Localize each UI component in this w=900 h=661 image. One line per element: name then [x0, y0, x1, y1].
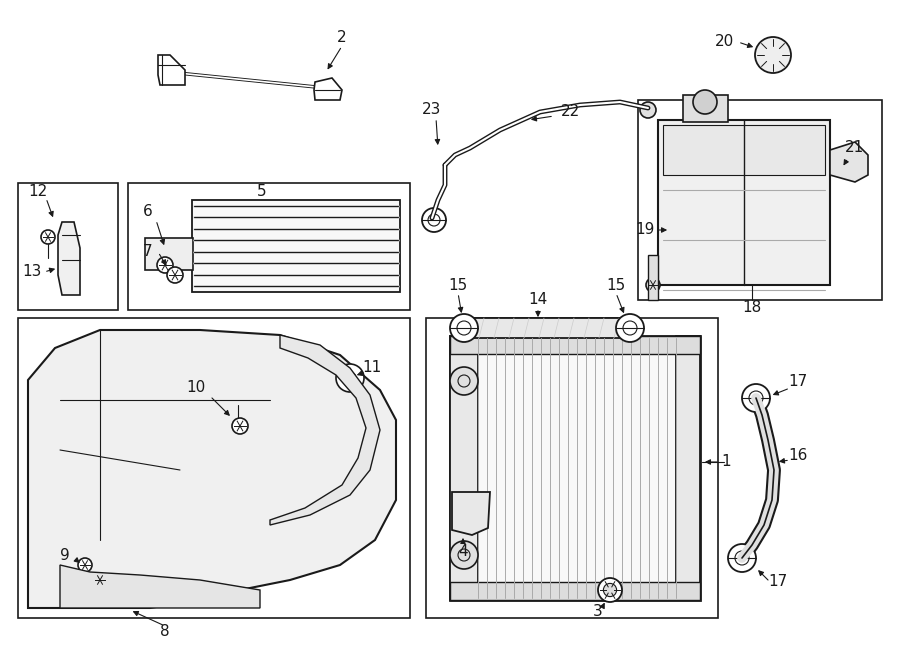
Bar [145, 238, 193, 270]
Bar [18, 318, 410, 618]
Text: 4: 4 [458, 545, 468, 559]
Circle shape [167, 267, 183, 283]
Polygon shape [158, 55, 185, 85]
Circle shape [422, 208, 446, 232]
Bar [683, 95, 728, 122]
Circle shape [450, 367, 478, 395]
Text: 2: 2 [338, 30, 346, 46]
Text: 14: 14 [528, 293, 547, 307]
Polygon shape [314, 78, 342, 100]
Text: 13: 13 [22, 264, 41, 280]
Text: 16: 16 [788, 447, 807, 463]
Text: 20: 20 [715, 34, 733, 50]
Text: 7: 7 [143, 245, 153, 260]
Circle shape [693, 90, 717, 114]
Circle shape [646, 278, 660, 292]
Bar [464, 318, 630, 338]
Circle shape [742, 384, 770, 412]
Polygon shape [28, 330, 396, 608]
Bar [18, 183, 118, 310]
Text: 9: 9 [60, 547, 70, 563]
Text: 5: 5 [257, 184, 266, 200]
Polygon shape [60, 565, 260, 608]
Circle shape [336, 364, 364, 392]
Text: 15: 15 [607, 278, 625, 293]
Bar [450, 336, 478, 600]
Text: 18: 18 [742, 301, 761, 315]
Text: 21: 21 [844, 141, 864, 155]
Text: 12: 12 [29, 184, 48, 200]
Bar [450, 582, 700, 600]
Text: 11: 11 [363, 360, 382, 375]
Text: 6: 6 [143, 204, 153, 219]
Bar [128, 183, 410, 310]
Text: 17: 17 [769, 574, 788, 590]
Polygon shape [830, 142, 868, 182]
Text: 17: 17 [788, 375, 807, 389]
Circle shape [603, 584, 616, 597]
Polygon shape [58, 222, 80, 295]
Circle shape [157, 257, 173, 273]
Circle shape [640, 102, 656, 118]
Polygon shape [452, 492, 490, 535]
Text: 10: 10 [186, 381, 205, 395]
Bar [450, 336, 700, 600]
Circle shape [454, 502, 470, 518]
Circle shape [598, 578, 622, 602]
Text: 3: 3 [593, 605, 603, 619]
Circle shape [232, 418, 248, 434]
Circle shape [450, 314, 478, 342]
Polygon shape [270, 335, 380, 525]
Text: 15: 15 [448, 278, 468, 293]
Circle shape [755, 37, 791, 73]
Circle shape [450, 541, 478, 569]
Bar [658, 120, 830, 285]
Bar [450, 336, 700, 354]
Text: 19: 19 [635, 223, 654, 237]
Circle shape [93, 573, 107, 587]
Text: 22: 22 [561, 104, 580, 120]
Circle shape [728, 544, 756, 572]
Circle shape [41, 230, 55, 244]
Bar [663, 125, 825, 175]
Bar [676, 336, 700, 600]
Text: 8: 8 [160, 625, 170, 639]
Circle shape [616, 314, 644, 342]
Polygon shape [648, 255, 658, 300]
Bar [638, 100, 882, 300]
Circle shape [78, 558, 92, 572]
Text: 23: 23 [422, 102, 442, 118]
Circle shape [468, 516, 484, 532]
Circle shape [344, 372, 356, 384]
Text: 1: 1 [721, 455, 731, 469]
Bar [192, 200, 400, 292]
Bar [426, 318, 718, 618]
